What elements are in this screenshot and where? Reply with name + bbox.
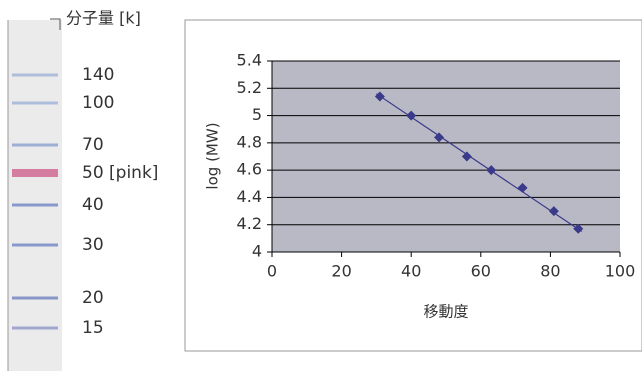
plot-area	[272, 61, 620, 252]
ladder-label: 15	[82, 318, 104, 338]
x-tick-label: 0	[267, 262, 277, 281]
y-tick-label: 4.6	[237, 160, 262, 179]
y-tick-label: 5.2	[237, 78, 262, 97]
x-tick-label: 20	[331, 262, 351, 281]
gel-band	[12, 327, 58, 330]
x-tick-label: 60	[471, 262, 491, 281]
ladder-label: 20	[82, 288, 104, 308]
y-tick-label: 5.4	[237, 51, 262, 70]
ladder-label: 140	[82, 65, 114, 85]
y-tick-label: 4.4	[237, 187, 262, 206]
ladder-label: 70	[82, 135, 104, 155]
gel-band	[12, 204, 58, 207]
gel-band	[12, 74, 58, 77]
gel-band	[12, 297, 58, 300]
ladder-label: 30	[82, 235, 104, 255]
y-tick-label: 4.8	[237, 132, 262, 151]
page: 分子量 [k] log (MW) 移動度 140 100 70 50 [pink] 40…	[0, 0, 642, 371]
gel-band	[12, 244, 58, 247]
gel-band	[12, 102, 58, 105]
ladder-label: 40	[82, 195, 104, 215]
y-tick-label: 4	[252, 242, 262, 261]
y-tick-label: 4.2	[237, 214, 262, 233]
x-tick-label: 80	[540, 262, 560, 281]
y-axis-title: log (MW)	[204, 122, 222, 189]
x-axis-title: 移動度	[423, 303, 468, 321]
ladder-label: 100	[82, 93, 114, 113]
gel-band	[12, 169, 58, 177]
ladder-label: 50 [pink]	[82, 163, 158, 183]
gel-band	[12, 144, 58, 147]
gel-lane	[8, 20, 62, 371]
y-tick-label: 5	[252, 105, 262, 124]
x-tick-label: 100	[605, 262, 636, 281]
ladder-title: 分子量 [k]	[66, 9, 141, 28]
x-tick-label: 40	[401, 262, 421, 281]
